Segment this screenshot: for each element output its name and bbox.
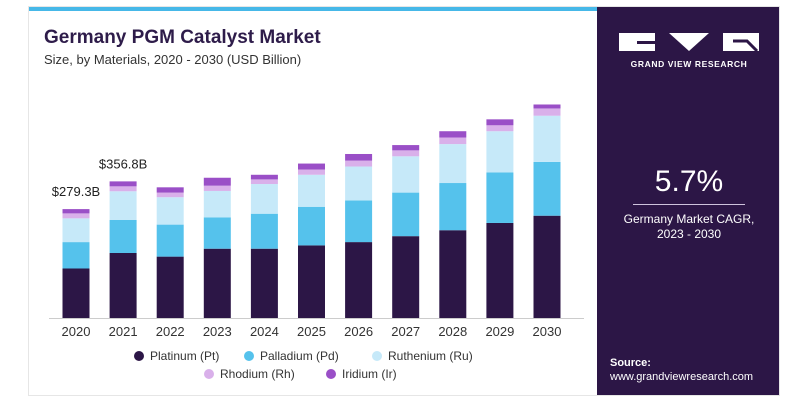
x-tick-label: 2022	[156, 324, 185, 339]
bar-segment-2022-1	[156, 256, 184, 318]
bar-segment-2025-2	[298, 206, 325, 246]
source-link[interactable]: www.grandviewresearch.com	[610, 371, 754, 383]
bar-segment-2029-3	[486, 131, 514, 173]
bar-segment-2024-3	[250, 184, 278, 214]
bar-segment-2024-4	[250, 179, 278, 185]
bar-segment-2020-3	[62, 218, 90, 243]
bar-segment-2028-4	[439, 137, 467, 145]
cagr-label-line1: Germany Market CAGR,	[623, 212, 755, 226]
bar-segment-2029-1	[486, 222, 514, 318]
bar-segment-2021-5	[109, 181, 137, 187]
chart-subtitle: Size, by Materials, 2020 - 2030 (USD Bil…	[44, 52, 302, 67]
legend-label: Palladium (Pd)	[260, 349, 339, 363]
x-tick-label: 2024	[250, 324, 279, 339]
bar-segment-2024-2	[250, 213, 278, 249]
bar-segment-2023-3	[203, 190, 231, 218]
legend-label: Ruthenium (Ru)	[388, 349, 473, 363]
brand-name: GRAND VIEW RESEARCH	[630, 59, 748, 69]
legend-marker	[204, 369, 214, 379]
bar-segment-2022-4	[156, 192, 184, 198]
bar-segment-2025-1	[298, 245, 325, 318]
cagr-value: 5.7%	[654, 165, 724, 198]
bar-segment-2023-2	[203, 217, 231, 249]
bar-segment-2026-2	[345, 200, 373, 243]
bar-segment-2027-2	[392, 192, 420, 237]
bar-segment-2027-1	[392, 236, 420, 318]
bar-segment-2021-1	[109, 252, 137, 318]
bar-segment-2029-2	[486, 172, 514, 223]
cagr-label: Germany Market CAGR, 2023 - 2030	[597, 212, 779, 242]
x-tick-label: 2027	[391, 324, 420, 339]
bar-segment-2025-4	[298, 169, 325, 175]
bar-segment-2029-5	[486, 119, 514, 126]
source-label: Source:	[610, 357, 651, 369]
bar-segment-2028-1	[439, 230, 467, 318]
x-tick-label: 2023	[203, 324, 232, 339]
cagr-label-line2: 2023 - 2030	[656, 227, 722, 241]
bar-segment-2030-3	[533, 115, 561, 162]
bar-segment-2027-4	[392, 150, 420, 157]
bar-segment-2026-5	[345, 153, 373, 161]
bar-segment-2030-4	[533, 108, 561, 116]
bar-segment-2020-5	[62, 209, 90, 214]
bar-segment-2021-3	[109, 191, 137, 220]
x-tick-label: 2026	[344, 324, 373, 339]
chart-title: Germany PGM Catalyst Market	[44, 27, 321, 48]
bar-segment-2028-2	[439, 183, 467, 231]
bar-segment-2023-1	[203, 248, 231, 318]
bar-segment-2025-5	[298, 163, 325, 170]
bar-segment-2028-5	[439, 131, 467, 138]
legend-label: Platinum (Pt)	[150, 349, 219, 363]
bar-segment-2024-1	[250, 248, 278, 318]
legend-marker	[326, 369, 336, 379]
x-tick-label: 2029	[485, 324, 514, 339]
bar-segment-2026-4	[345, 160, 373, 167]
legend-marker	[372, 351, 382, 361]
bar-segment-2023-4	[203, 185, 231, 191]
bar-segment-2022-5	[156, 187, 184, 193]
legend-marker	[134, 351, 144, 361]
bar-segment-2030-2	[533, 161, 561, 216]
bar-segment-2027-5	[392, 145, 420, 151]
bar-segment-2020-2	[62, 242, 90, 269]
bar-segment-2020-4	[62, 213, 90, 219]
x-tick-label: 2020	[62, 324, 91, 339]
bar-segment-2030-1	[533, 215, 561, 318]
stacked-bar-chart: 2020 2021 2022 2023 2024 2025 2026 2027 2028 2029…	[49, 104, 584, 381]
accent-bar	[29, 7, 597, 11]
legend-label: Rhodium (Rh)	[220, 367, 295, 381]
value-label: $356.8B	[99, 156, 147, 171]
divider	[633, 204, 745, 205]
bar-segment-2029-4	[486, 125, 514, 132]
x-tick-label: 2028	[438, 324, 467, 339]
info-panel: GRAND VIEW RESEARCH 5.7% Germany Market …	[597, 7, 779, 395]
legend-label: Iridium (Ir)	[342, 367, 397, 381]
bar-segment-2026-3	[345, 166, 373, 201]
value-label: $279.3B	[52, 184, 100, 199]
chart-card: Germany PGM Catalyst Market Size, by Mat…	[28, 6, 780, 396]
bar-segment-2021-2	[109, 219, 137, 253]
bar-segment-2030-5	[533, 104, 561, 109]
bar-segment-2020-1	[62, 268, 90, 318]
x-tick-label: 2021	[109, 324, 138, 339]
bar-segment-2021-4	[109, 186, 137, 192]
bar-segment-2023-5	[203, 177, 231, 186]
bar-segment-2028-3	[439, 144, 467, 184]
bar-segment-2024-5	[250, 174, 278, 180]
bar-segment-2026-1	[345, 242, 373, 318]
x-tick-label: 2025	[297, 324, 326, 339]
bar-segment-2022-2	[156, 224, 184, 257]
bar-segment-2027-3	[392, 156, 420, 193]
bar-segment-2022-3	[156, 197, 184, 225]
x-tick-label: 2030	[533, 324, 562, 339]
bar-segment-2025-3	[298, 174, 325, 207]
legend-marker	[244, 351, 254, 361]
grand-view-research-logo	[619, 33, 759, 53]
